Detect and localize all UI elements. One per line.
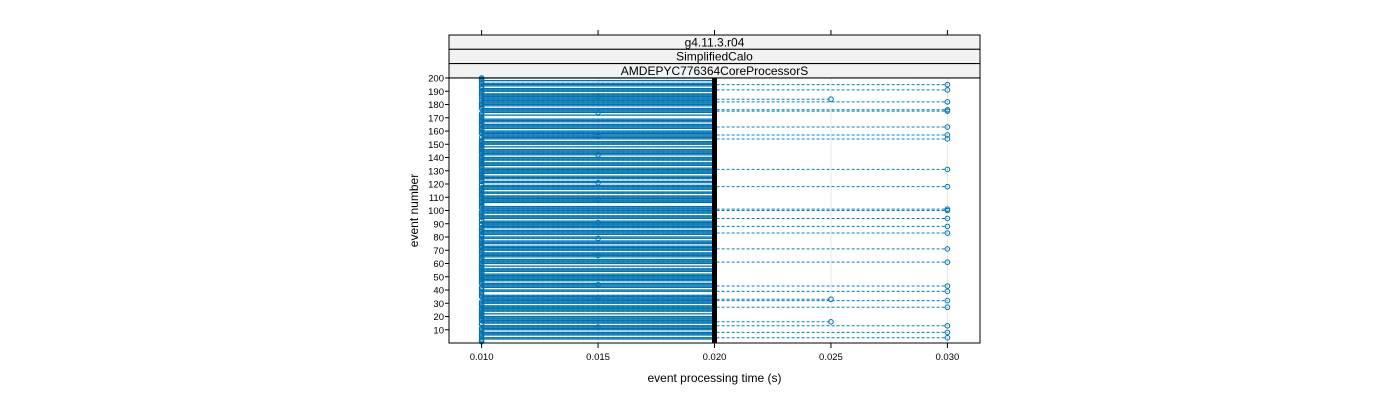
y-tick-label: 170 bbox=[428, 113, 444, 124]
data-point bbox=[944, 288, 951, 295]
data-point bbox=[828, 296, 834, 303]
y-tick-label: 60 bbox=[433, 259, 444, 270]
data-point bbox=[944, 206, 951, 212]
data-point bbox=[944, 99, 951, 105]
x-tick-label: 0.015 bbox=[586, 352, 610, 363]
x-tick-label: 0.030 bbox=[936, 352, 960, 363]
x-axis-label: event processing time (s) bbox=[647, 371, 781, 385]
y-tick-label: 80 bbox=[433, 233, 444, 244]
data-point bbox=[944, 329, 951, 336]
x-tick-label: 0.020 bbox=[703, 352, 727, 363]
y-tick-label: 40 bbox=[433, 286, 444, 297]
y-tick-label: 180 bbox=[428, 100, 444, 111]
data-point bbox=[944, 183, 951, 190]
data-point bbox=[944, 230, 951, 236]
y-tick-label: 20 bbox=[433, 312, 444, 323]
data-point bbox=[944, 107, 951, 113]
x-axis: 0.010 0.015 0.020 0.025 0.030 bbox=[470, 30, 960, 363]
y-tick-label: 70 bbox=[433, 246, 444, 257]
data-point bbox=[944, 223, 951, 230]
data-point bbox=[944, 215, 951, 222]
data-point bbox=[944, 304, 951, 311]
strip-label: AMDEPYC776364CoreProcessorS bbox=[621, 64, 808, 78]
y-tick-label: 90 bbox=[433, 219, 444, 230]
strip-headers: g4.11.3.r04SimplifiedCaloAMDEPYC776364Co… bbox=[448, 34, 981, 79]
data-point bbox=[944, 297, 951, 304]
y-axis-label: event number bbox=[407, 174, 421, 247]
data-point bbox=[944, 259, 951, 265]
y-tick-label: 50 bbox=[433, 272, 444, 283]
y-tick-label: 110 bbox=[429, 193, 444, 204]
y-tick-label: 190 bbox=[428, 87, 444, 98]
y-tick-label: 200 bbox=[428, 74, 444, 85]
data-point bbox=[944, 87, 951, 93]
y-tick-label: 100 bbox=[428, 206, 444, 217]
data-point bbox=[944, 132, 951, 138]
data-point bbox=[944, 166, 951, 173]
data-point bbox=[944, 246, 951, 252]
y-tick-label: 120 bbox=[428, 180, 444, 191]
plot-area bbox=[448, 75, 981, 345]
data-point bbox=[944, 136, 951, 142]
y-tick-label: 10 bbox=[433, 325, 444, 336]
data-point bbox=[944, 124, 951, 130]
x-tick-label: 0.010 bbox=[470, 352, 494, 363]
data-point bbox=[944, 283, 951, 289]
y-tick-label: 150 bbox=[428, 140, 444, 151]
y-tick-label: 130 bbox=[428, 166, 444, 177]
strip-label: g4.11.3.r04 bbox=[685, 35, 745, 49]
data-point bbox=[828, 319, 834, 325]
data-point bbox=[944, 322, 951, 329]
x-tick-label: 0.025 bbox=[819, 352, 843, 363]
y-tick-label: 30 bbox=[433, 299, 444, 310]
y-tick-label: 160 bbox=[428, 127, 444, 138]
data-point bbox=[828, 96, 834, 102]
data-point bbox=[944, 81, 951, 88]
y-axis: 10 20 30 40 50 60 70 80 90 100 110 120 130 140 150 160 1… bbox=[428, 74, 449, 336]
strip-label: SimplifiedCalo bbox=[676, 50, 753, 64]
data-point bbox=[944, 334, 951, 341]
y-tick-label: 140 bbox=[428, 153, 444, 164]
data-points bbox=[478, 75, 951, 345]
